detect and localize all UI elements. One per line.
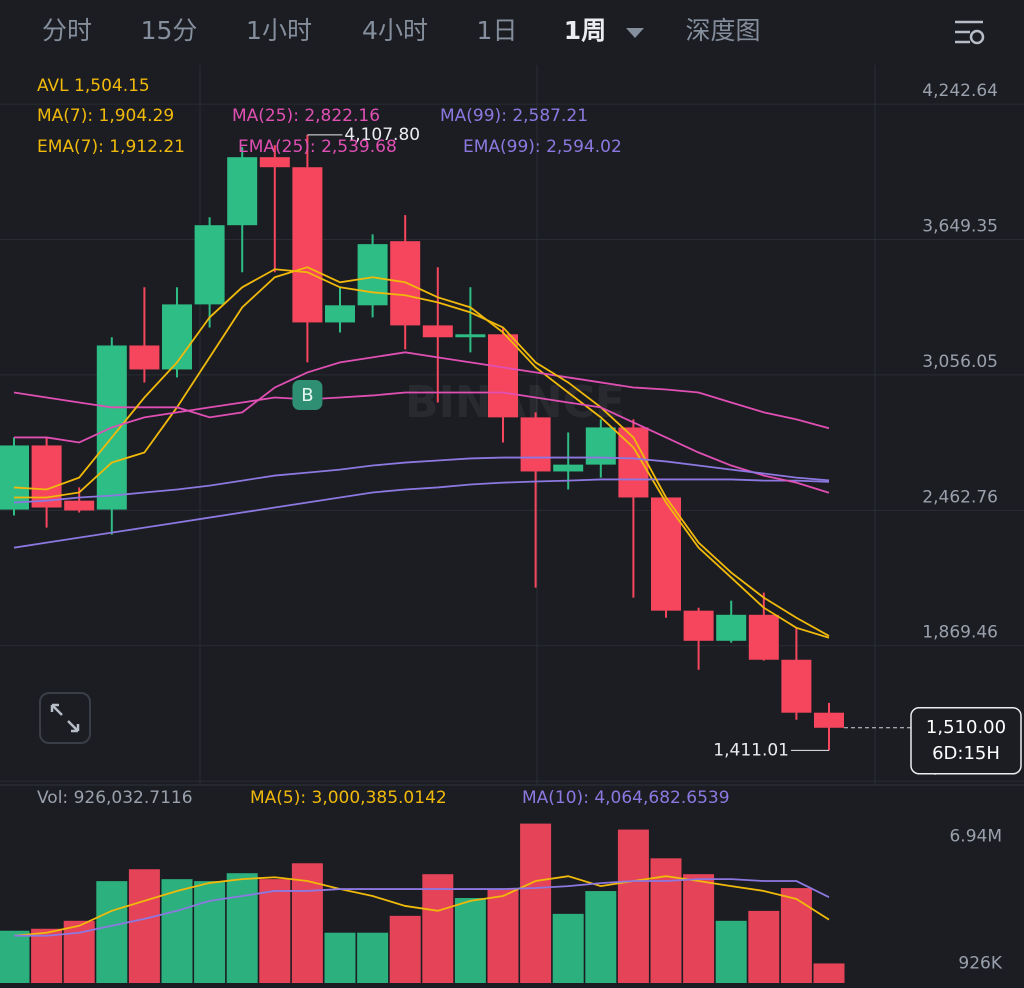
volume-bar — [357, 932, 389, 983]
expand-button[interactable] — [39, 692, 91, 744]
candle-body — [0, 445, 29, 510]
volume-bar — [422, 874, 454, 983]
y-tick-label: 1,869.46 — [922, 623, 998, 643]
y-tick-label: 3,056.05 — [922, 352, 998, 372]
volume-tick-label: 926K — [958, 953, 1002, 973]
y-tick-label: 4,242.64 — [922, 81, 998, 101]
candle-body — [162, 304, 192, 370]
candle-body — [259, 157, 290, 168]
candle-body — [194, 225, 225, 305]
high-label: 4,107.80 — [344, 125, 420, 145]
y-tick-label: 2,462.76 — [922, 487, 998, 507]
volume-bar — [748, 910, 780, 983]
candle-body — [553, 464, 584, 472]
legend-entry: EMA(99): 2,594.02 — [463, 137, 622, 157]
volume-bar — [161, 879, 193, 983]
volume-bar — [389, 915, 421, 983]
legend-entry: MA(10): 4,064,682.6539 — [522, 788, 730, 808]
interval-tab[interactable]: 深度图 — [685, 16, 760, 45]
candle-body — [390, 241, 421, 326]
legend-entry: MA(99): 2,587.21 — [440, 106, 588, 126]
indicator-line — [13, 478, 830, 549]
candle-body — [520, 417, 551, 472]
volume-bar — [259, 879, 291, 983]
candle-body — [488, 334, 518, 418]
indicator-line — [14, 391, 830, 494]
volume-bar — [552, 913, 584, 983]
signal-marker[interactable] — [292, 380, 323, 410]
low-label: 1,411.01 — [713, 740, 789, 760]
interval-tab[interactable]: 15分 — [141, 16, 198, 45]
volume-bar — [194, 881, 226, 983]
volume-bar — [324, 932, 356, 983]
interval-tab[interactable]: 分时 — [42, 16, 92, 45]
expand-arrows — [50, 703, 80, 733]
volume-bar — [715, 920, 747, 983]
indicator-line — [13, 268, 830, 637]
candle-body — [585, 427, 616, 465]
candle-body — [422, 325, 453, 338]
legend-entry: MA(7): 1,904.29 — [37, 106, 174, 126]
volume-bar — [128, 869, 160, 983]
last-price-label: 1,510.00 — [926, 717, 1006, 738]
legend-entry: EMA(25): 2,539.68 — [238, 137, 397, 157]
candle-body — [716, 614, 747, 641]
volume-bar — [585, 891, 617, 983]
interval-tab[interactable]: 1日 — [477, 16, 518, 45]
candle-body — [814, 712, 844, 728]
volume-bar — [520, 823, 552, 983]
candle-body — [292, 167, 323, 323]
candle-body — [781, 659, 812, 713]
volume-bar — [780, 888, 812, 983]
candle-body — [357, 244, 388, 306]
candle-body — [683, 610, 714, 641]
volume-bar — [617, 829, 649, 983]
candle-body — [748, 614, 779, 660]
expand-frame — [39, 692, 91, 744]
candle-body — [455, 334, 486, 338]
volume-bar — [96, 881, 128, 983]
settings-icon[interactable] — [955, 20, 985, 45]
y-tick-label: 3,649.35 — [922, 216, 998, 236]
icon-circle — [969, 29, 985, 45]
candle-body — [129, 345, 160, 370]
volume-bar — [683, 874, 715, 983]
volume-title: Vol: 926,032.7116 — [37, 788, 193, 808]
volume-bar — [487, 889, 519, 983]
volume-bar — [0, 930, 30, 983]
candle-body — [651, 497, 681, 611]
signal-label: B — [301, 385, 313, 406]
indicator-line — [14, 878, 830, 937]
avl-label: AVL 1,504.15 — [37, 76, 150, 96]
indicator-line — [14, 266, 830, 639]
interval-tab[interactable]: 1周 — [564, 16, 606, 45]
last-price-box — [910, 707, 1022, 775]
interval-tab[interactable]: 4小时 — [362, 16, 428, 45]
volume-bar — [226, 873, 258, 983]
legend-entry: EMA(7): 1,912.21 — [37, 137, 185, 157]
legend-entry: MA(25): 2,822.16 — [232, 106, 380, 126]
candle-body — [64, 500, 95, 511]
indicator-line — [13, 456, 830, 504]
volume-bar — [813, 963, 845, 983]
volume-bar — [31, 928, 63, 983]
legend-entry: MA(5): 3,000,385.0142 — [250, 788, 447, 808]
countdown-label: 6D:15H — [932, 743, 1000, 764]
candle-body — [227, 157, 258, 226]
interval-tab[interactable]: 1小时 — [246, 16, 312, 45]
indicator-line — [13, 351, 830, 430]
volume-tick-label: 6.94M — [949, 826, 1002, 846]
interval-dropdown-arrow[interactable] — [626, 28, 644, 38]
volume-bar — [650, 858, 682, 983]
candle-body — [325, 305, 355, 323]
volume-bar — [454, 898, 486, 983]
